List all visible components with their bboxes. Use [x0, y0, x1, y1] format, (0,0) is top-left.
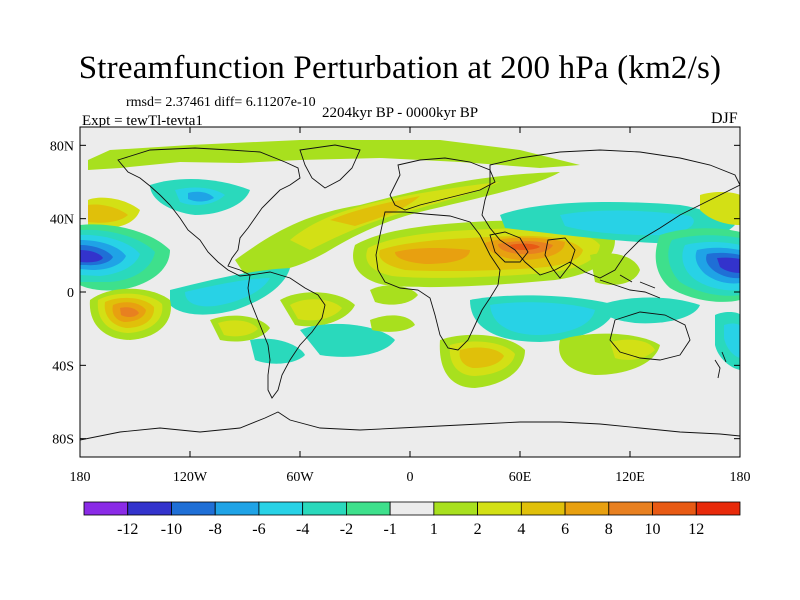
arabia-outline — [489, 231, 529, 263]
colorbar-swatch — [83, 501, 129, 516]
colorbar-swatch — [477, 501, 522, 516]
colorbar-label: 10 — [645, 521, 661, 538]
plot-title: Streamfunction Perturbation at 200 hPa (… — [78, 50, 722, 86]
india-outline — [544, 237, 576, 279]
lat-tick-label: 0 — [67, 286, 74, 301]
colorbar-swatch — [389, 501, 435, 516]
contour-aus-pos2 — [610, 339, 655, 360]
colorbar-swatch — [171, 501, 216, 516]
colorbar-label: -2 — [340, 521, 353, 538]
contour-atlantic-band — [235, 172, 560, 275]
contour-cp-neg6 — [80, 250, 103, 263]
colorbar-swatch — [214, 501, 260, 516]
se-asia-islands — [599, 274, 661, 299]
contour-npac-neg3 — [188, 191, 214, 202]
new-zealand-outline — [714, 351, 727, 379]
colorbar-swatch — [258, 501, 304, 516]
contour-blob-e — [300, 323, 395, 357]
australia-outline — [609, 311, 691, 361]
contour-io-neg2 — [490, 302, 595, 335]
colorbar-label: -12 — [117, 521, 138, 538]
colorbar: -12 -10 -8 -6 -4 -2 -1 1 2 4 6 8 10 12 — [83, 501, 741, 538]
colorbar-label: 6 — [561, 521, 569, 538]
colorbar-swatch — [433, 501, 479, 516]
colorbar-label: 2 — [474, 521, 482, 538]
contour-na-green2 — [88, 204, 128, 223]
lon-tick-label: 60W — [286, 470, 314, 485]
colorbar-label: -10 — [161, 521, 182, 538]
contour-atlantic-core — [290, 182, 500, 250]
lat-tick-label: 80S — [52, 433, 74, 448]
antarctica-outline — [80, 411, 740, 441]
europe-outline — [389, 157, 496, 211]
contour-saf-pos3 — [459, 347, 504, 368]
colorbar-label: -1 — [383, 521, 396, 538]
colorbar-swatch — [695, 501, 741, 516]
period-label: 2204kyr BP - 0000kyr BP — [322, 105, 479, 121]
colorbar-label: 12 — [688, 521, 704, 538]
longitude-axis: 180 120W 60W 0 60E 120E 180 — [70, 127, 751, 485]
lon-tick-label: 60E — [509, 470, 532, 485]
contour-afr-small — [370, 285, 418, 305]
contour-blob-g — [370, 315, 415, 332]
colorbar-label: -6 — [252, 521, 265, 538]
contour-wp-neg6 — [717, 257, 740, 273]
contour-spac-pos5 — [120, 307, 139, 318]
colorbar-swatch — [345, 501, 391, 516]
asia-outline — [481, 149, 740, 279]
lon-tick-label: 0 — [407, 470, 414, 485]
colorbar-label: 4 — [517, 521, 525, 538]
contour-afr-pos4 — [395, 248, 470, 264]
stats-label: rmsd= 2.37461 diff= 6.11207e-10 — [126, 95, 316, 110]
africa-outline — [375, 211, 501, 351]
colorbar-swatch — [127, 501, 172, 516]
colorbar-swatch — [302, 501, 347, 516]
colorbar-label: 1 — [430, 521, 438, 538]
lon-tick-label: 180 — [70, 470, 91, 485]
lon-tick-label: 180 — [730, 470, 751, 485]
coastlines — [80, 144, 740, 441]
contour-blob-d — [290, 299, 342, 321]
lat-tick-label: 40S — [52, 359, 74, 374]
colorbar-swatch — [652, 501, 697, 516]
colorbar-label: -4 — [296, 521, 309, 538]
contour-arctic-band — [88, 140, 580, 170]
colorbar-swatch — [608, 501, 653, 516]
lon-tick-label: 120E — [615, 470, 645, 485]
contour-atlantic-inner — [330, 196, 420, 226]
lat-tick-label: 40N — [50, 213, 74, 228]
lon-tick-label: 120W — [173, 470, 208, 485]
latitude-axis: 80N 40N 0 40S 80S — [50, 139, 740, 448]
north-america-outline — [117, 147, 301, 277]
contour-fr-cyan2 — [724, 323, 740, 358]
colorbar-label: -8 — [209, 521, 222, 538]
colorbar-swatch — [564, 501, 610, 516]
lat-tick-label: 80N — [50, 139, 74, 154]
contour-blob-b — [218, 320, 258, 337]
colorbar-swatch — [520, 501, 566, 516]
greenland-outline — [299, 144, 361, 189]
south-america-outline — [247, 271, 326, 399]
colorbar-label: 8 — [605, 521, 613, 538]
experiment-label: Expt = tewTl-tevta1 — [82, 113, 203, 129]
contour-nea-neg2 — [560, 210, 694, 236]
season-label: DJF — [711, 110, 738, 127]
